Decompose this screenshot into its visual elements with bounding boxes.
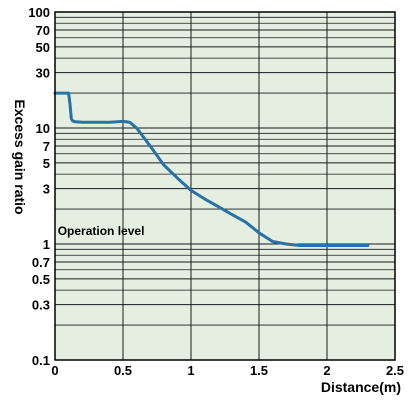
y-tick-label: 30 [36,66,50,81]
series-line [53,91,370,247]
y-axis-label: Excess gain ratio [12,99,28,214]
y-tick-label: 3 [43,182,50,197]
x-tick-label: 0.5 [114,363,132,378]
y-tick-label: 10 [36,121,50,136]
y-tick-label: 50 [36,40,50,55]
y-tick-label: 0.1 [32,353,50,368]
y-tick-labels: 0.1 0.3 0.5 0.7 1 3 5 7 10 30 50 70 100 [28,5,50,368]
y-tick-label: 0.5 [32,272,50,287]
series-layer [53,91,370,247]
x-tick-label: 2.5 [386,363,404,378]
annotations: Operation level [58,224,145,238]
plot-area [55,12,395,360]
plot-frame [54,11,396,361]
operation-level-label: Operation level [58,224,145,238]
y-tick-label: 0.7 [32,255,50,270]
y-tick-label: 7 [43,139,50,154]
y-tick-label: 100 [28,5,50,20]
x-tick-label: 1 [187,363,194,378]
y-tick-label: 70 [36,23,50,38]
x-tick-label: 1.5 [250,363,268,378]
y-tick-label: 5 [43,156,50,171]
x-tick-labels: 0 0.5 1 1.5 2 2.5 [51,363,404,378]
x-axis-label: Distance(m) [321,379,401,395]
y-tick-label: 0.3 [32,298,50,313]
y-tick-label: 1 [43,237,50,252]
x-tick-label: 2 [323,363,330,378]
x-tick-label: 0 [51,363,58,378]
